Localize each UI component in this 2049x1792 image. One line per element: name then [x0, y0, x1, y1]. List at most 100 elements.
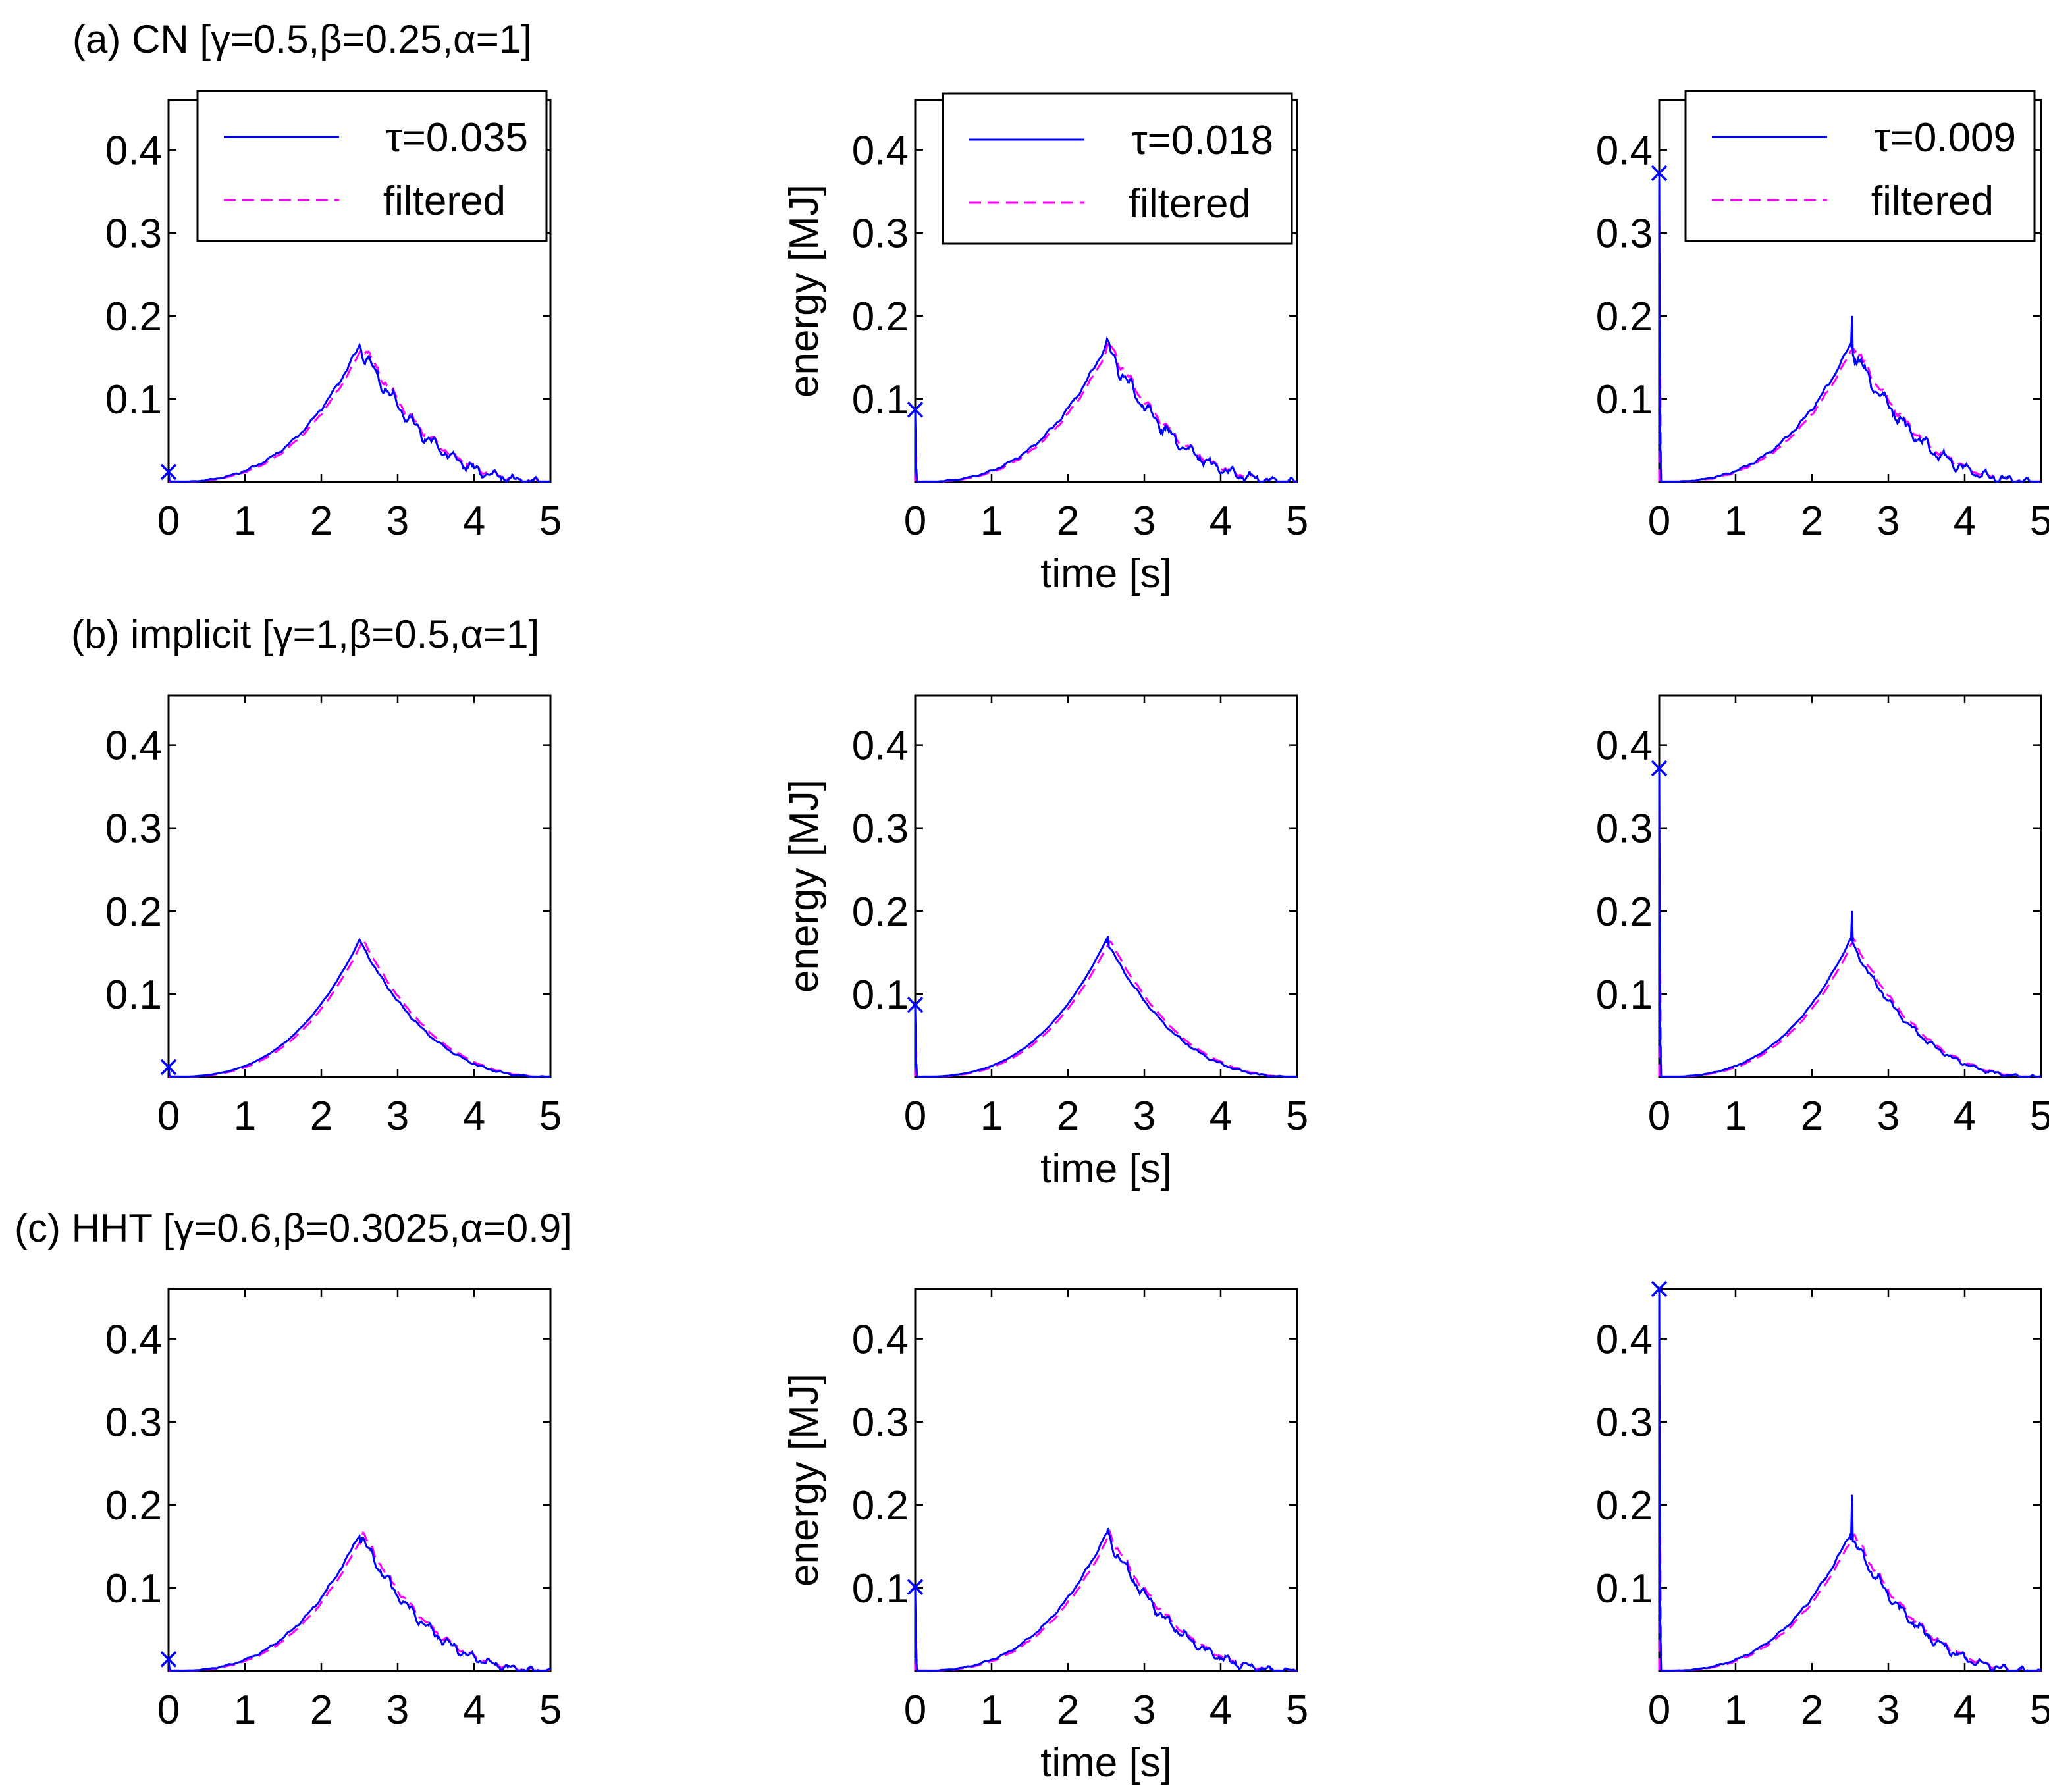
x-tick-label: 0 — [157, 1687, 180, 1733]
x-tick-label: 5 — [539, 1687, 562, 1733]
legend: τ=0.009 filtered — [1684, 90, 2036, 242]
plot-area — [167, 694, 552, 1078]
panel-b1: 0.1 0.2 0.3 0.4 0 1 2 3 4 5 — [105, 694, 562, 1139]
initial-energy-marker — [160, 463, 177, 481]
y-tick-label: 0.3 — [105, 211, 162, 257]
panel-b3: 0.1 0.2 0.3 0.4 0 1 2 3 4 5 — [1596, 694, 2049, 1139]
x-tick-label: 1 — [234, 1687, 256, 1733]
initial-energy-marker — [1651, 165, 1668, 182]
x-axis-label: time [s] — [1040, 551, 1172, 596]
y-tick-label: 0.4 — [852, 724, 909, 769]
x-tick-label: 0 — [904, 1094, 926, 1139]
y-tick-label: 0.2 — [105, 889, 162, 935]
panel-a2: 0.1 0.2 0.3 0.4 0 1 2 3 4 5 time [s] energy [MJ] τ=0… — [782, 92, 1308, 596]
x-tick-label: 3 — [1133, 498, 1156, 544]
plot-area — [1658, 1288, 2042, 1672]
y-axis-label: energy [MJ] — [782, 779, 827, 993]
marker-stroke — [160, 463, 177, 481]
x-tick-label: 5 — [2030, 1094, 2049, 1139]
series-raw-line — [1658, 172, 2041, 483]
row-title: (c) HHT [γ=0.6,β=0.3025,α=0.9] — [14, 1206, 572, 1250]
series-raw-line — [914, 336, 1297, 483]
x-tick-label: 1 — [1724, 498, 1747, 544]
panel-a1: 0.1 0.2 0.3 0.4 0 1 2 3 4 5 τ=0.035 filtered — [105, 90, 562, 544]
y-tick-label: 0.1 — [105, 972, 162, 1018]
y-tick-label: 0.2 — [852, 294, 909, 340]
legend-label-tau: τ=0.035 — [386, 115, 528, 161]
panel-c2: 0.1 0.2 0.3 0.4 0 1 2 3 4 5 time [s] energy [MJ] — [782, 1288, 1308, 1785]
x-tick-label: 4 — [463, 498, 485, 544]
x-tick-label: 5 — [2030, 498, 2049, 544]
initial-energy-marker — [907, 1579, 924, 1595]
legend-box — [942, 92, 1293, 245]
y-tick-label: 0.3 — [1596, 211, 1653, 257]
x-tick-label: 1 — [1724, 1687, 1747, 1733]
x-tick-label: 3 — [1877, 1687, 1900, 1733]
x-tick-label: 1 — [234, 1094, 256, 1139]
x-tick-label: 5 — [2030, 1687, 2049, 1733]
plot-area — [1658, 694, 2042, 1078]
x-tick-label: 4 — [1954, 1687, 1976, 1733]
row-b: (b) implicit [γ=1,β=0.5,α=1] 0.1 0.2 0.3 0.4… — [71, 612, 2049, 1192]
marker-stroke — [1651, 1280, 1668, 1298]
marker-stroke — [907, 997, 924, 1013]
x-tick-label: 2 — [1801, 1687, 1823, 1733]
marker-stroke — [907, 1579, 924, 1595]
legend: τ=0.018 filtered — [942, 92, 1293, 245]
row-title: (a) CN [γ=0.5,β=0.25,α=1] — [72, 17, 532, 61]
marker-stroke — [160, 1651, 177, 1668]
y-tick-label: 0.2 — [1596, 889, 1653, 935]
x-tick-label: 4 — [463, 1094, 485, 1139]
y-tick-label: 0.3 — [852, 1400, 909, 1446]
x-tick-label: 0 — [904, 1687, 926, 1733]
row-title: (b) implicit [γ=1,β=0.5,α=1] — [71, 612, 539, 656]
legend-label-filtered: filtered — [383, 178, 506, 224]
x-tick-label: 2 — [1057, 1687, 1079, 1733]
x-tick-label: 1 — [1724, 1094, 1747, 1139]
x-tick-label: 3 — [1877, 1094, 1900, 1139]
y-axis-label: energy [MJ] — [782, 1373, 827, 1587]
initial-energy-marker — [160, 1059, 177, 1076]
y-tick-label: 0.3 — [105, 1400, 162, 1446]
legend-label-tau: τ=0.009 — [1874, 115, 2016, 161]
y-tick-label: 0.3 — [1596, 1400, 1653, 1446]
x-tick-label: 4 — [1210, 498, 1232, 544]
y-tick-label: 0.3 — [1596, 806, 1653, 852]
initial-energy-marker — [1651, 760, 1668, 777]
series-filtered-line — [169, 349, 550, 483]
y-tick-label: 0.1 — [852, 972, 909, 1018]
panel-c1: 0.1 0.2 0.3 0.4 0 1 2 3 4 5 — [105, 1288, 562, 1733]
initial-energy-marker — [907, 997, 924, 1013]
y-tick-label: 0.4 — [852, 128, 909, 174]
x-tick-label: 4 — [1954, 498, 1976, 544]
series-filtered-line — [914, 939, 1297, 1078]
y-tick-label: 0.2 — [852, 1483, 909, 1529]
y-tick-label: 0.1 — [1596, 377, 1653, 423]
y-tick-label: 0.4 — [105, 1317, 162, 1363]
x-tick-label: 2 — [1057, 1094, 1079, 1139]
x-tick-label: 2 — [310, 1687, 333, 1733]
series-raw-line — [167, 342, 550, 483]
series-raw-line — [167, 1534, 551, 1672]
panel-b2: 0.1 0.2 0.3 0.4 0 1 2 3 4 5 time [s] energy [MJ] — [782, 694, 1308, 1192]
x-tick-label: 2 — [310, 1094, 333, 1139]
y-axis-label: energy [MJ] — [782, 184, 827, 398]
legend-label-filtered: filtered — [1129, 181, 1251, 226]
y-tick-label: 0.2 — [852, 889, 909, 935]
legend-label-tau: τ=0.018 — [1131, 118, 1273, 163]
row-a: (a) CN [γ=0.5,β=0.25,α=1] 0.1 0.2 0.3 0.4 0 1 2… — [72, 17, 2049, 596]
x-tick-label: 5 — [1286, 1687, 1308, 1733]
x-tick-label: 4 — [1210, 1687, 1232, 1733]
x-tick-label: 0 — [1648, 498, 1670, 544]
series-raw-line — [1658, 1288, 2042, 1672]
y-tick-label: 0.3 — [852, 806, 909, 852]
x-tick-label: 1 — [980, 1094, 1003, 1139]
y-tick-label: 0.1 — [1596, 1566, 1653, 1612]
x-tick-label: 2 — [1057, 498, 1079, 544]
y-tick-label: 0.2 — [105, 1483, 162, 1529]
x-tick-label: 0 — [1648, 1094, 1670, 1139]
x-tick-label: 3 — [1133, 1687, 1156, 1733]
x-tick-label: 0 — [157, 1094, 180, 1139]
marker-stroke — [1651, 165, 1668, 182]
